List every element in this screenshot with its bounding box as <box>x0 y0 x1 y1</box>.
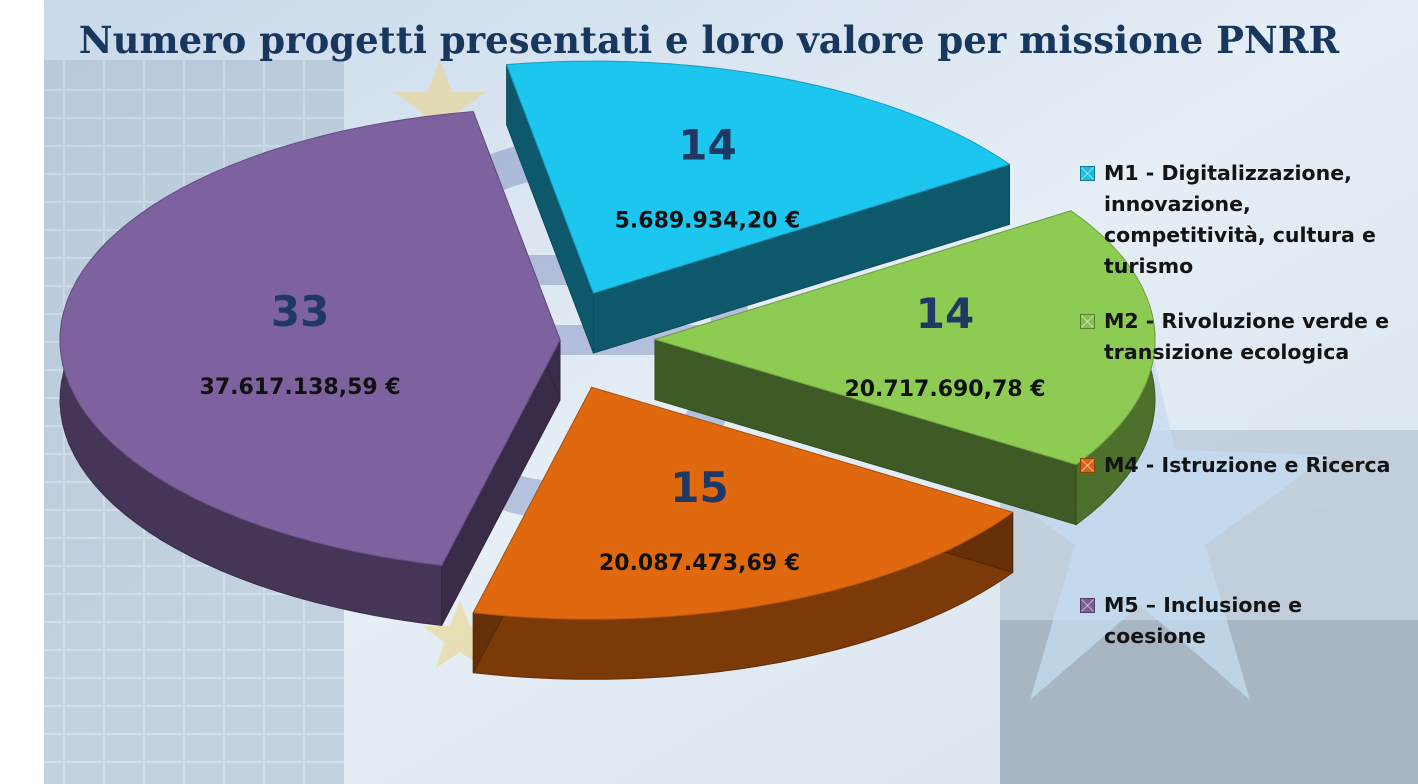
slice-count-label-m2: 14 <box>916 289 974 338</box>
legend-swatch-m4 <box>1080 458 1095 473</box>
legend-swatch-m2 <box>1080 314 1095 329</box>
slice-count-label-m1: 14 <box>678 120 736 169</box>
slice-value-label-m4: 20.087.473,69 € <box>599 551 800 576</box>
slice-count-label-m4: 15 <box>670 463 728 512</box>
legend-swatch-m5 <box>1080 598 1095 613</box>
legend-label-m1: M1 - Digitalizzazione, innovazione, comp… <box>1104 161 1376 278</box>
slice-value-label-m2: 20.717.690,78 € <box>844 377 1045 402</box>
slice-value-label-m5: 37.617.138,59 € <box>200 375 401 400</box>
legend-label-m2: M2 - Rivoluzione verde e transizione eco… <box>1104 309 1389 364</box>
legend-swatch-m1 <box>1080 166 1095 181</box>
slice-value-label-m1: 5.689.934,20 € <box>615 208 801 233</box>
pie-slice-m1 <box>505 60 1011 354</box>
pie-slice-m4 <box>472 386 1014 680</box>
chart-title: Numero progetti presentati e loro valore… <box>78 18 1340 62</box>
legend-label-m5: M5 – Inclusione e coesione <box>1104 593 1303 648</box>
pie-slice-m5 <box>59 110 561 626</box>
background-star-shape <box>950 300 1330 700</box>
pie-slice-m2 <box>653 210 1156 526</box>
legend-label-m4: M4 - Istruzione e Ricerca <box>1104 453 1391 477</box>
slice-count-label-m5: 33 <box>271 287 329 336</box>
